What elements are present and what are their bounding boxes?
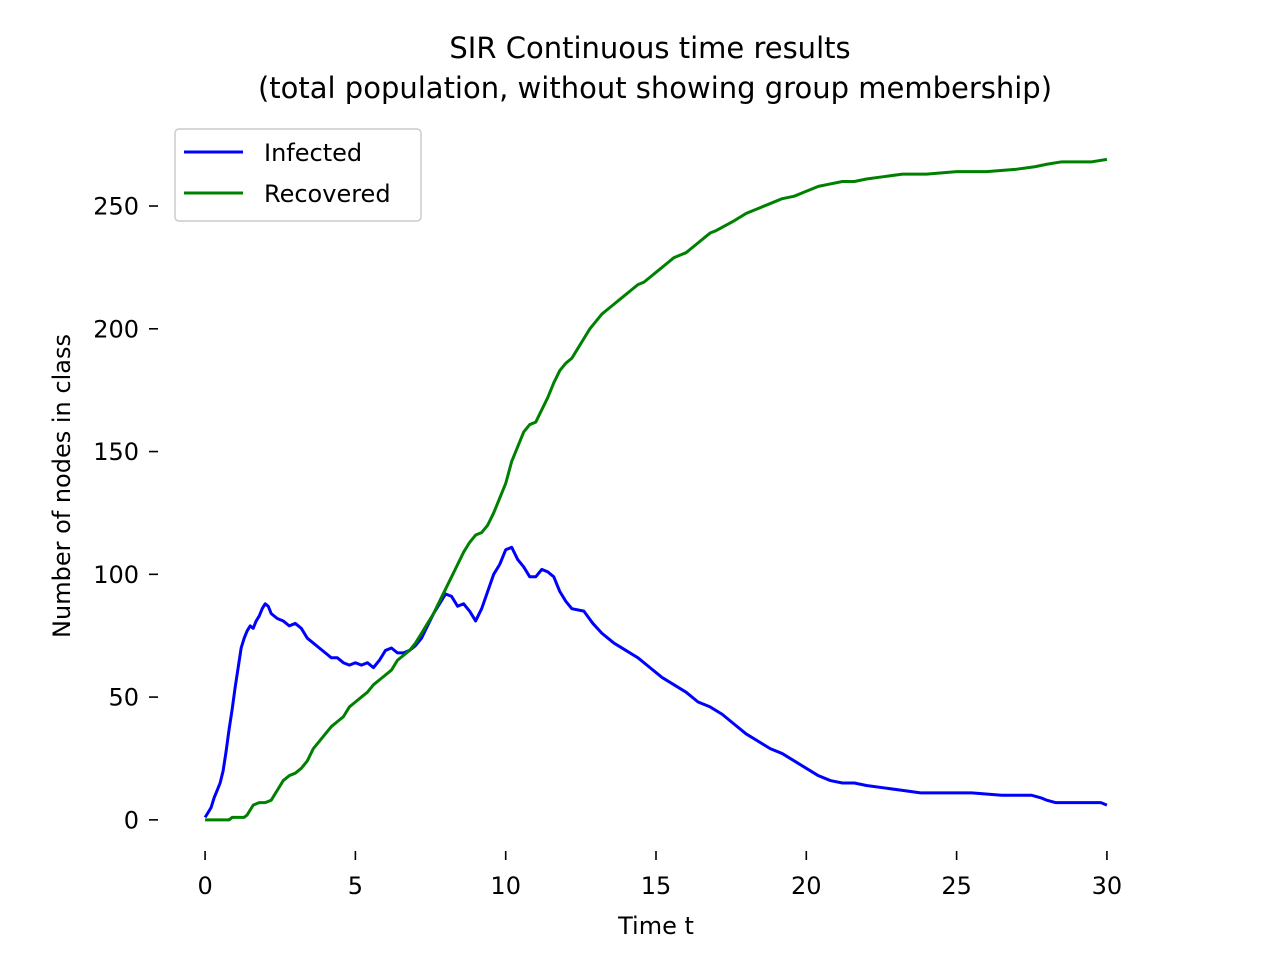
y-tick-label: 100 <box>93 561 139 589</box>
y-tick-label: 50 <box>108 684 139 712</box>
y-tick-label: 250 <box>93 193 139 221</box>
x-axis: 0 5 10 15 20 25 30 <box>197 851 1122 900</box>
x-tick-label: 30 <box>1092 872 1123 900</box>
legend-label-infected: Infected <box>264 139 362 167</box>
y-axis-label: Number of nodes in class <box>48 334 76 638</box>
y-tick-label: 0 <box>124 806 139 834</box>
x-tick-label: 0 <box>197 872 212 900</box>
x-tick-label: 15 <box>641 872 672 900</box>
series-layer <box>203 157 1108 822</box>
legend-label-recovered: Recovered <box>264 180 391 208</box>
x-tick-label: 20 <box>791 872 822 900</box>
series-line-infected <box>203 545 1108 819</box>
legend: Infected Recovered <box>174 128 422 222</box>
x-tick-label: 25 <box>941 872 972 900</box>
x-tick-label: 5 <box>348 872 363 900</box>
x-axis-label: Time t <box>617 912 694 940</box>
chart-title: SIR Continuous time results <box>449 31 850 65</box>
y-axis: 0 50 100 150 200 250 <box>93 193 158 834</box>
y-tick-label: 200 <box>93 315 139 343</box>
series-line-recovered <box>205 157 1108 822</box>
chart-title-group: SIR Continuous time results (total popul… <box>258 31 1052 105</box>
y-tick-label: 150 <box>93 438 139 466</box>
chart-subtitle: (total population, without showing group… <box>258 71 1052 105</box>
x-tick-label: 10 <box>490 872 521 900</box>
